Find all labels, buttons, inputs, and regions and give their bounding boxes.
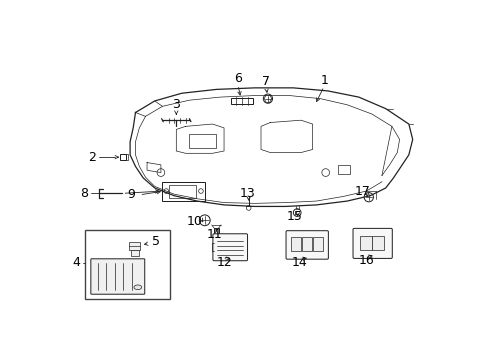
FancyBboxPatch shape <box>285 231 328 259</box>
Bar <box>371 236 384 249</box>
Circle shape <box>364 193 373 202</box>
Text: 2: 2 <box>87 150 95 164</box>
Text: 13: 13 <box>239 187 255 200</box>
Text: 12: 12 <box>216 256 231 269</box>
Ellipse shape <box>134 285 142 289</box>
Text: 1: 1 <box>320 74 327 87</box>
Circle shape <box>293 209 301 216</box>
Text: 6: 6 <box>233 72 242 85</box>
Circle shape <box>246 206 250 210</box>
FancyBboxPatch shape <box>212 234 247 261</box>
FancyBboxPatch shape <box>91 259 144 294</box>
Text: 15: 15 <box>286 210 302 223</box>
Bar <box>301 237 311 251</box>
Circle shape <box>263 94 272 103</box>
Bar <box>230 98 252 104</box>
Bar <box>131 250 138 256</box>
Text: 9: 9 <box>127 188 135 201</box>
Bar <box>85 230 170 299</box>
Bar <box>189 134 216 148</box>
Text: 8: 8 <box>80 187 88 200</box>
Text: 5: 5 <box>152 235 160 248</box>
Bar <box>162 182 204 201</box>
Text: 16: 16 <box>358 254 374 267</box>
Text: 11: 11 <box>206 228 222 240</box>
Text: 14: 14 <box>291 256 307 269</box>
FancyBboxPatch shape <box>352 228 391 258</box>
Bar <box>290 237 301 251</box>
Bar <box>120 154 126 160</box>
Bar <box>337 165 349 174</box>
Circle shape <box>198 189 203 193</box>
Circle shape <box>163 189 168 193</box>
Text: 10: 10 <box>186 215 203 228</box>
Text: 17: 17 <box>354 185 370 198</box>
Text: 7: 7 <box>261 75 269 88</box>
Text: 4: 4 <box>72 256 80 269</box>
Bar <box>359 236 371 249</box>
Text: 3: 3 <box>172 98 180 111</box>
Bar <box>312 237 322 251</box>
Circle shape <box>199 215 210 226</box>
Bar <box>129 242 140 249</box>
Bar <box>168 185 195 198</box>
